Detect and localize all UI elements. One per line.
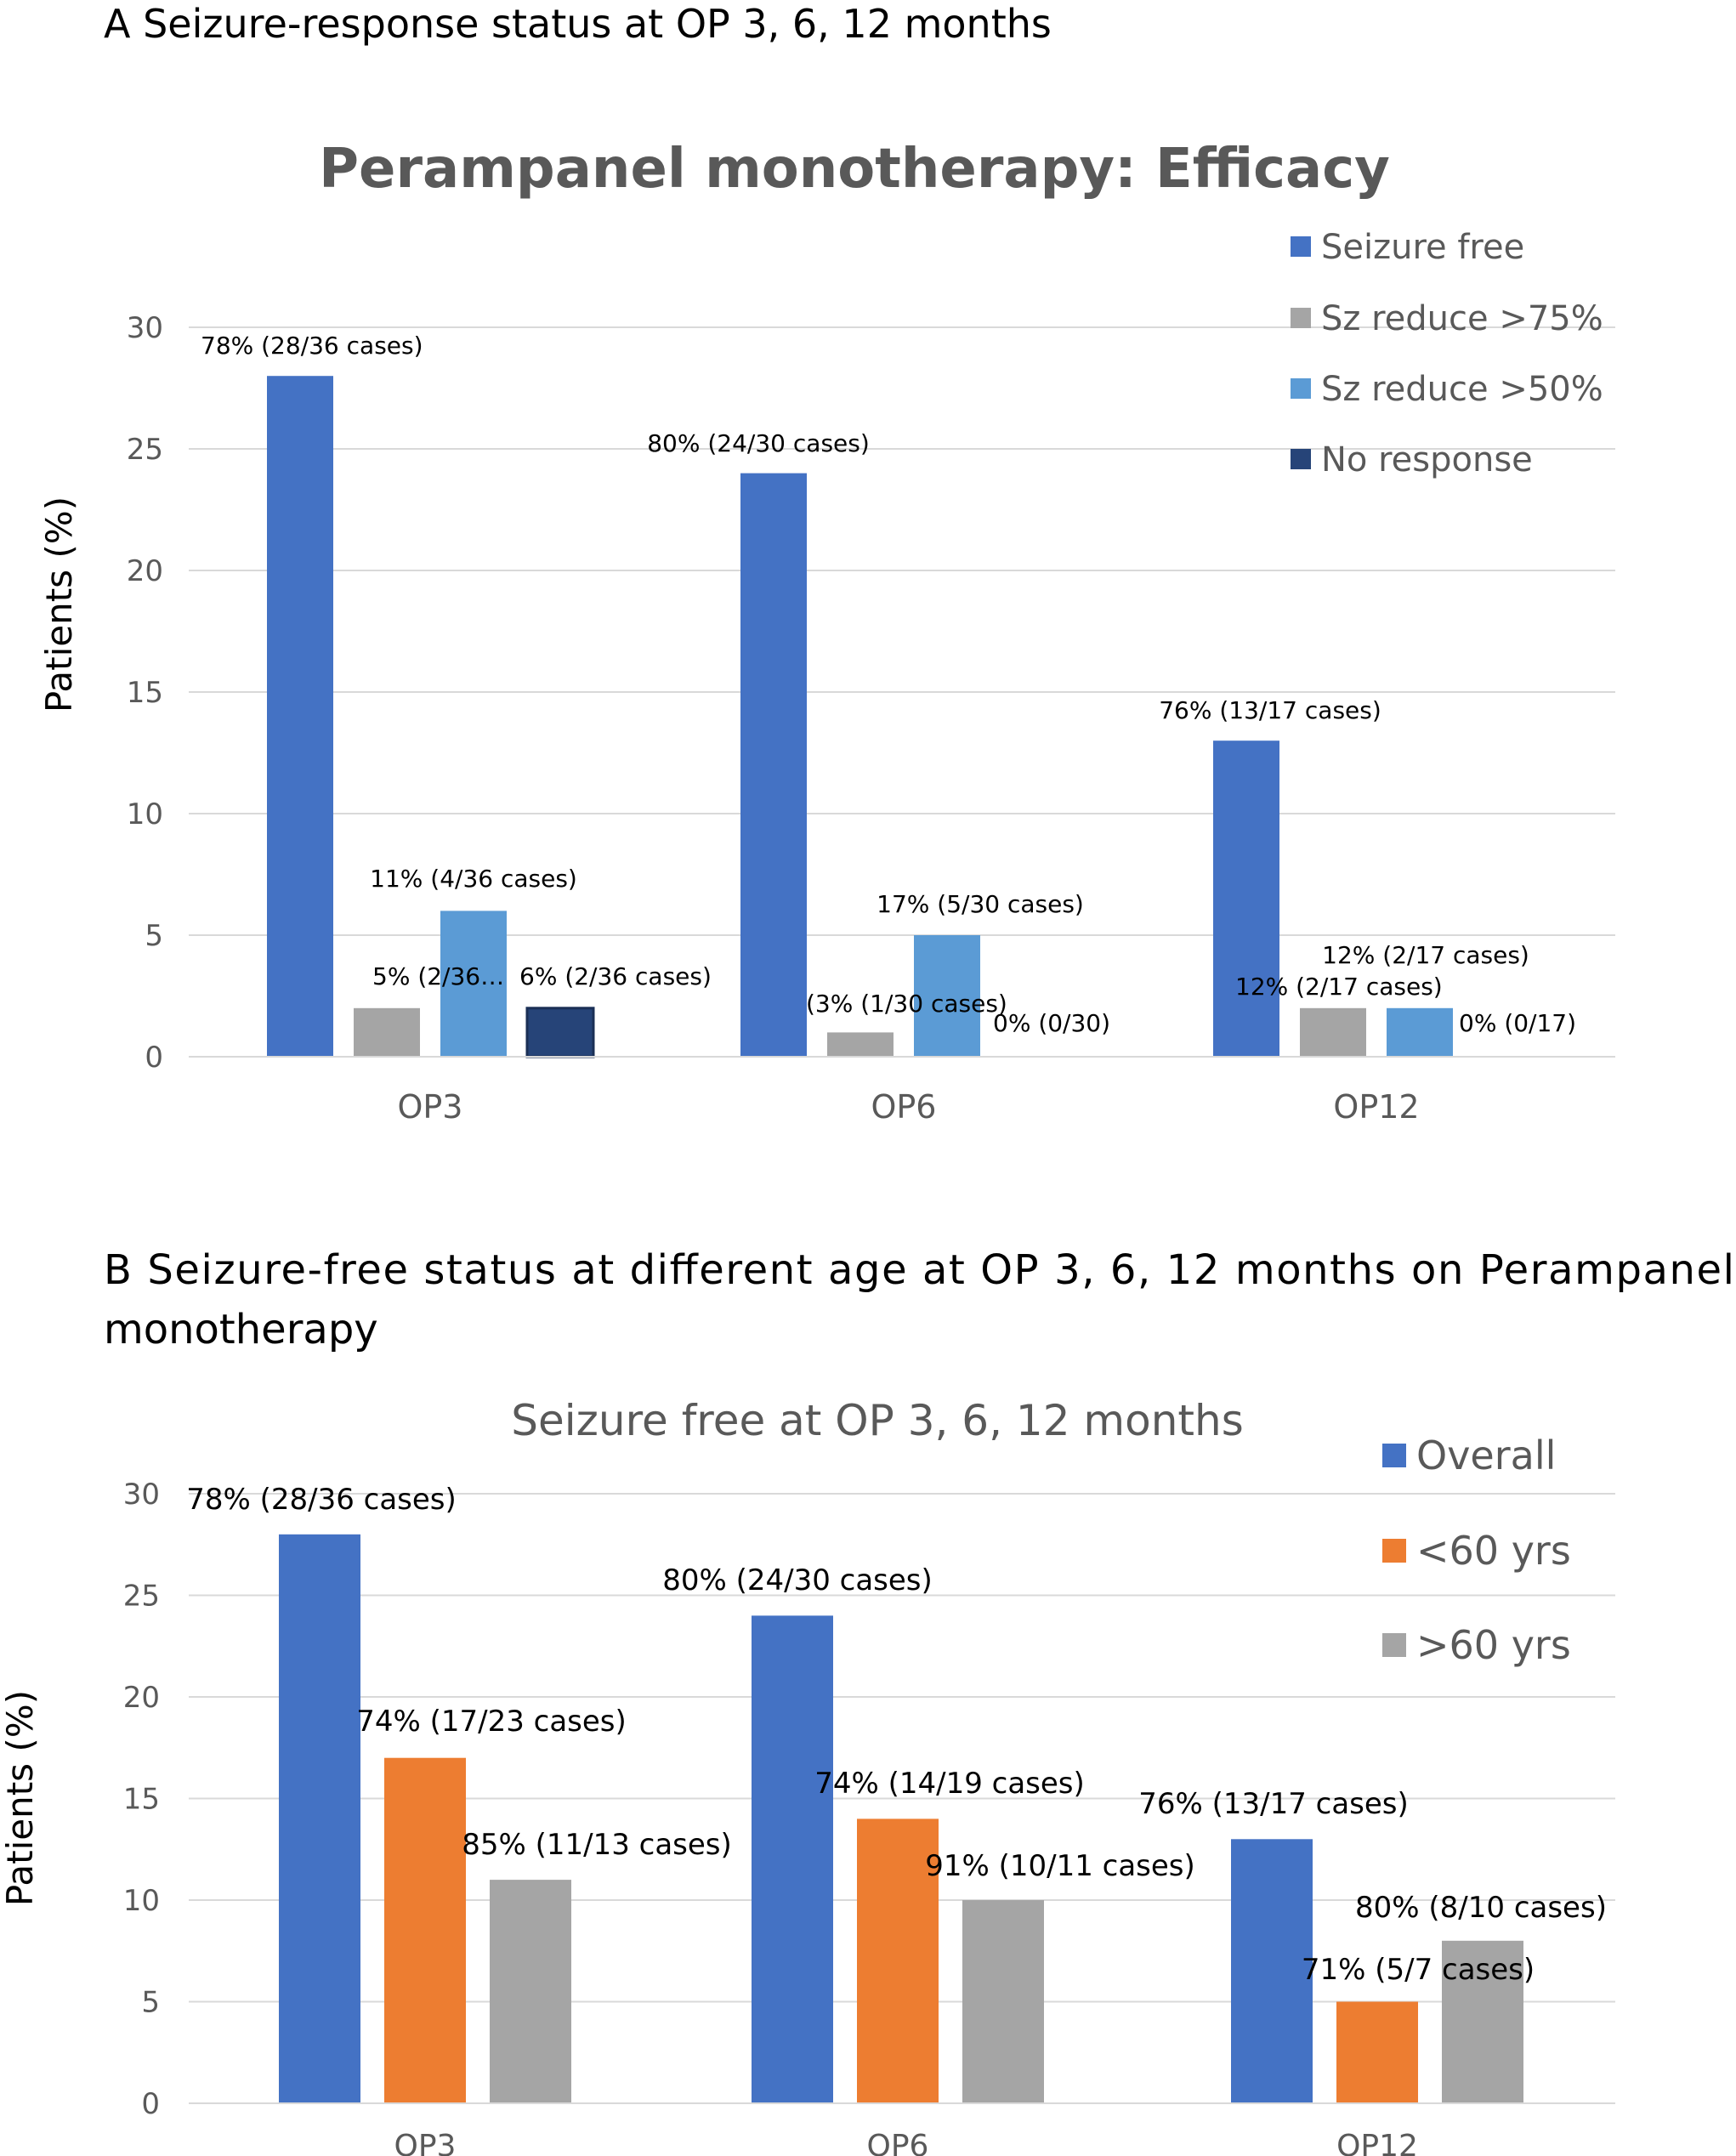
data-label: 74% (14/19 cases) [814,1767,1085,1801]
data-label: 12% (2/17 cases) [1235,973,1443,1001]
panel-b-heading-line2: monotherapy [104,1306,378,1353]
chart-a: Perampanel monotherapy: Efficacy 0 5 10 15 20… [38,138,1615,1126]
x-tick-label: OP6 [871,1088,936,1126]
y-tick-label: 0 [141,2087,160,2121]
legend-swatch [1382,1633,1406,1657]
legend-label: Seizure free [1321,228,1524,267]
bar [384,1757,466,2103]
legend-label: >60 yrs [1416,1622,1571,1668]
data-label: 78% (28/36 cases) [201,332,423,360]
bar [1336,2001,1418,2103]
data-label: 74% (17/23 cases) [356,1705,627,1739]
y-tick-label: 0 [145,1041,163,1075]
panel-b-heading-line1: B Seizure-free status at different age a… [104,1246,1734,1294]
bar [1300,1007,1366,1057]
bar [914,935,980,1057]
legend-label: Sz reduce >75% [1321,299,1603,338]
bar [1442,1940,1523,2103]
y-tick-label: 25 [123,1579,160,1613]
bar [440,911,507,1057]
legend-label: <60 yrs [1416,1528,1571,1574]
data-label: 85% (11/13 cases) [462,1828,732,1862]
legend-swatch [1291,308,1311,328]
y-tick-label: 5 [141,1985,160,2019]
y-tick-label: 25 [127,433,163,467]
bar [1387,1007,1453,1057]
y-tick-label: 10 [127,797,163,831]
y-axis-label: Patients (%) [38,496,80,712]
x-tick-label: OP12 [1333,1088,1419,1126]
data-label: 78% (28/36 cases) [186,1483,457,1517]
y-tick-label: 20 [127,554,163,588]
y-tick-label: 15 [123,1782,160,1816]
legend-swatch [1291,378,1311,399]
legend-swatch [1382,1539,1406,1563]
legend-label: Sz reduce >50% [1321,370,1603,409]
data-label: 76% (13/17 cases) [1138,1787,1409,1821]
y-tick-label: 30 [123,1478,160,1512]
legend-label: No response [1321,440,1533,479]
data-label: (3% (1/30 cases) [806,990,1007,1018]
y-tick-label: 15 [127,676,163,710]
data-label: 6% (2/36 cases) [519,962,712,990]
bar [740,473,807,1057]
chart-title: Perampanel monotherapy: Efficacy [319,138,1390,201]
data-label: 80% (24/30 cases) [662,1563,933,1597]
data-label: 76% (13/17 cases) [1159,696,1381,724]
legend-swatch [1291,449,1311,469]
legend-swatch [1382,1444,1406,1467]
data-label: 5% (2/36… [372,962,504,990]
bar [1231,1839,1313,2103]
data-label: 80% (24/30 cases) [647,429,870,457]
data-label: 91% (10/11 cases) [925,1849,1195,1883]
data-label: 0% (0/17) [1459,1009,1576,1037]
legend-label: Overall [1416,1433,1556,1478]
chart-title: Seizure free at OP 3, 6, 12 months [511,1396,1244,1445]
bar [857,1818,939,2103]
x-tick-label: OP3 [394,2129,457,2156]
bar [490,1880,571,2103]
data-label: 71% (5/7 cases) [1302,1953,1535,1987]
bar [279,1534,360,2103]
bar [827,1032,894,1057]
data-label: 0% (0/30) [993,1009,1110,1037]
x-tick-label: OP6 [867,2129,929,2156]
y-tick-label: 5 [145,919,163,953]
x-tick-label: OP3 [397,1088,462,1126]
legend-swatch [1291,236,1311,257]
bar [267,376,333,1057]
bar [962,1900,1044,2103]
chart-b: Seizure free at OP 3, 6, 12 months 0 5 10 15… [0,1396,1615,2156]
panel-a-heading: A Seizure-response status at OP 3, 6, 12… [104,1,1052,47]
data-label: 17% (5/30 cases) [877,890,1084,918]
bar [1213,740,1279,1057]
y-tick-label: 20 [123,1681,160,1715]
data-label: 80% (8/10 cases) [1355,1891,1607,1925]
bar [354,1007,420,1057]
y-tick-label: 30 [127,311,163,345]
bar [752,1615,833,2103]
x-tick-label: OP12 [1336,2129,1418,2156]
data-label: 11% (4/36 cases) [370,865,577,893]
y-tick-label: 10 [123,1884,160,1918]
bar [525,1007,595,1058]
y-axis-label: Patients (%) [0,1690,41,1906]
data-label: 12% (2/17 cases) [1322,941,1529,969]
